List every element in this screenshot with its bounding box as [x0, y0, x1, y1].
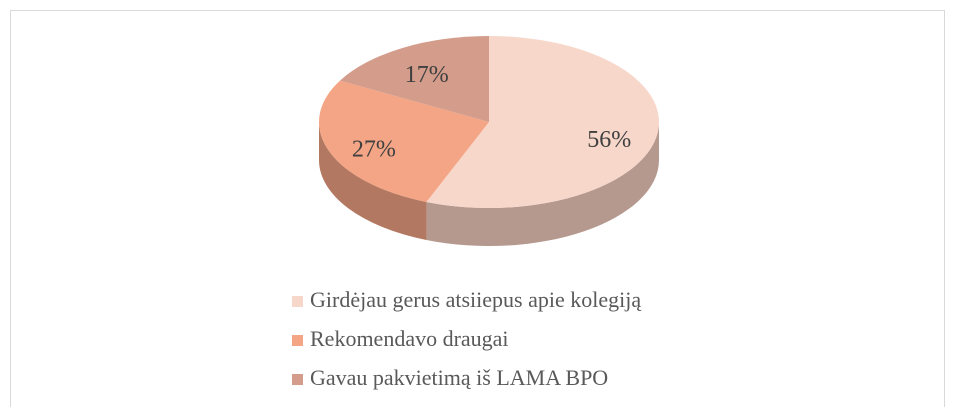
legend-label: Gavau pakvietimą iš LAMA BPO	[310, 365, 608, 390]
pie: 56% 27% 17%	[318, 35, 659, 247]
slice-side-shade	[426, 122, 659, 247]
legend-swatch	[292, 335, 303, 346]
legend-swatch	[292, 296, 303, 307]
slice-side	[426, 122, 659, 247]
legend-label: Rekomendavo draugai	[310, 326, 509, 351]
legend: Girdėjau gerus atsiiepus apie kolegiją Re…	[292, 287, 641, 390]
data-label: 27%	[352, 136, 396, 162]
slice	[426, 36, 659, 208]
data-label: 17%	[405, 62, 449, 88]
legend-label: Girdėjau gerus atsiiepus apie kolegiją	[310, 287, 641, 312]
slice-side-shade	[319, 122, 427, 240]
legend-swatch	[292, 374, 303, 385]
slice	[340, 35, 489, 122]
slice-side	[319, 122, 427, 240]
data-label: 56%	[587, 127, 631, 153]
slice	[318, 80, 489, 202]
